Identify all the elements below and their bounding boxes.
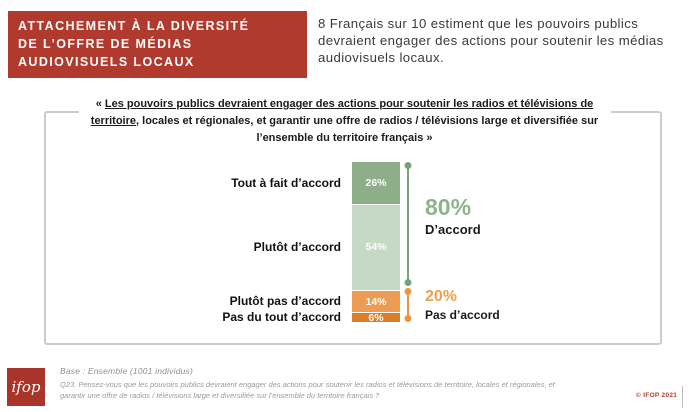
page-title: ATTACHEMENT À LA DIVERSITÉ DE L’OFFRE DE… [8,11,307,79]
footer-divider-line [682,386,683,408]
disagree-bracket-line [407,293,409,317]
bar-segment-0: 26% [352,162,400,204]
ifop-logo: ifop [7,368,45,406]
page-title-line-2: DE L’OFFRE DE MÉDIAS [18,37,193,52]
stacked-bar: 26% 54% 14% 6% [352,162,400,324]
disagree-total-label: Pas d’accord [425,308,500,322]
chart-title-quote: « Les pouvoirs publics devraient engager… [78,96,611,148]
disagree-total-percent: 20% [425,288,458,305]
bar-segment-3: 6% [352,312,400,324]
copyright: © IFOP 2021 [636,392,678,399]
bar-segment-2: 14% [352,289,400,313]
quote-underlined-part: Les pouvoirs publics devraient engager d… [90,98,594,128]
page-title-line-1: ATTACHEMENT À LA DIVERSITÉ [18,19,250,33]
page-title-line-3: AUDIOVISUELS LOCAUX [18,55,195,70]
disagree-total: 20% Pas d’accord [425,288,500,323]
bar-segment-1: 54% [352,203,400,290]
quote-prefix: « [95,98,105,110]
agree-total-percent: 80% [425,194,472,220]
base-note: Base : Ensemble (1001 individus) [60,366,194,376]
category-label-1: Plutôt d’accord [253,239,341,254]
category-label-0: Tout à fait d’accord [231,175,341,190]
key-finding-text: 8 Français sur 10 estiment que les pouvo… [318,16,664,66]
agree-total-label: D’accord [425,222,481,237]
category-label-2: Plutôt pas d’accord [229,294,341,309]
agree-total: 80% D’accord [425,194,481,238]
agree-bracket-line [407,167,409,281]
question-note: Q23. Pensez-vous que les pouvoirs public… [60,380,555,401]
category-label-3: Pas du tout d’accord [222,310,341,325]
quote-rest-part: , locales et régionales, et garantir une… [136,115,599,145]
